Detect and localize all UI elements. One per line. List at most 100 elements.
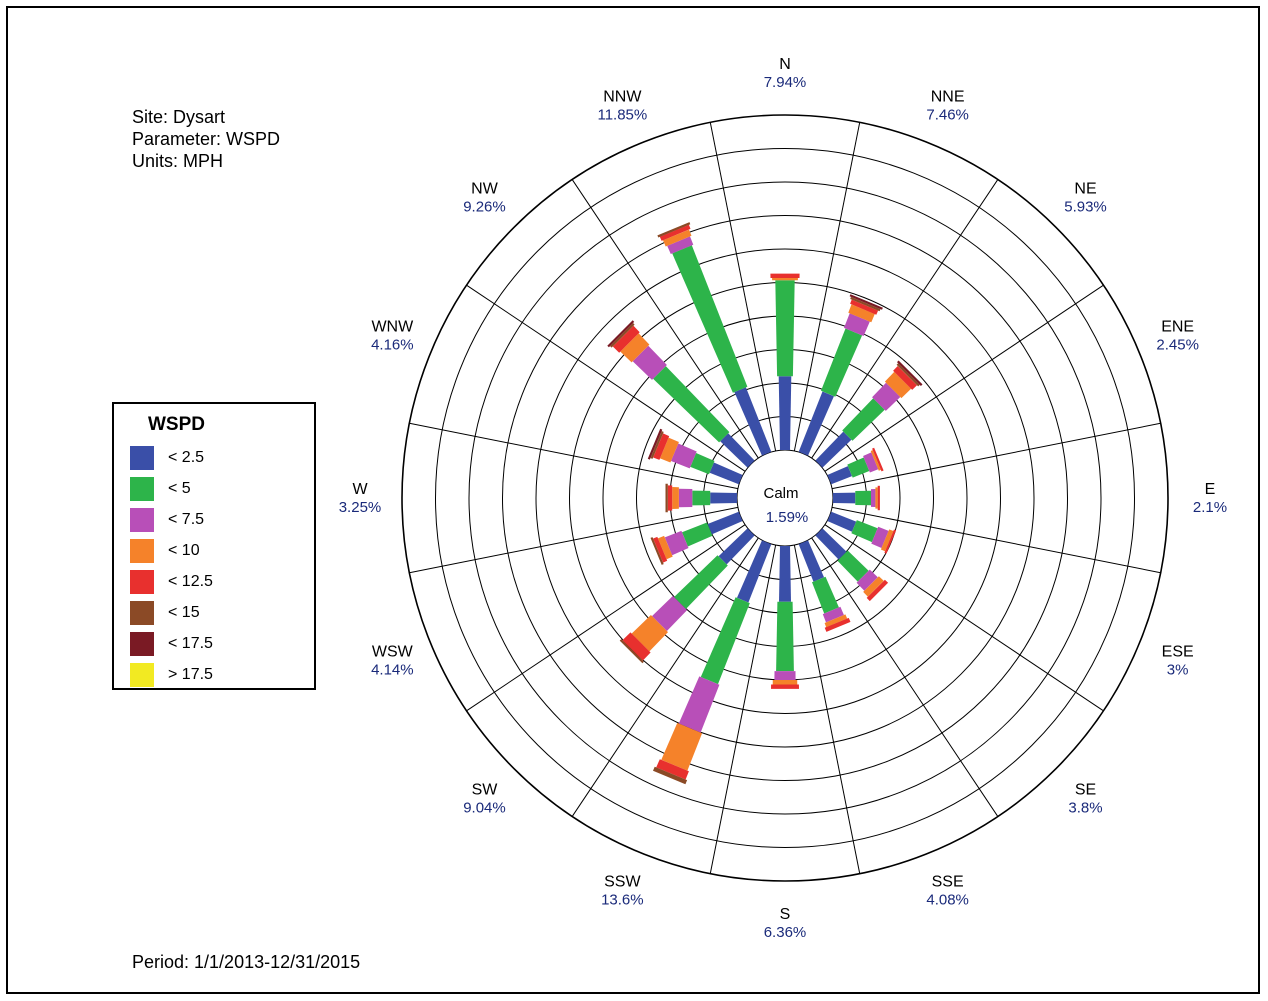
direction-percent-label: 9.04% (463, 800, 506, 817)
direction-percent-label: 5.93% (1064, 198, 1107, 215)
direction-percent-label: 2.1% (1193, 499, 1227, 516)
petal-segment-ne (897, 360, 923, 386)
direction-percent-label: 3.8% (1068, 800, 1102, 817)
direction-label: NNW (603, 88, 642, 105)
petal-segment-ese (827, 511, 857, 532)
direction-label: NNE (931, 88, 965, 105)
petal-segment-se (837, 550, 869, 582)
petal-segment-se (815, 528, 847, 560)
legend-swatch (130, 662, 154, 687)
legend-item: < 17.5 (130, 628, 213, 659)
petal-segment-nw (632, 345, 667, 380)
petal-segment-e (833, 492, 856, 504)
petal-segment-s (772, 680, 798, 685)
chart-info: Site: Dysart Parameter: WSPD Units: MPH (132, 106, 280, 172)
legend-items: < 2.5 < 5 < 7.5 < 10 < 12.5 < 15 < 17.5 … (130, 442, 213, 690)
petal-segment-sse (822, 606, 844, 623)
grid-spoke (709, 544, 777, 874)
direction-percent-label: 4.16% (371, 336, 414, 353)
legend-label: > 17.5 (168, 665, 213, 683)
direction-percent-label: 4.14% (371, 662, 414, 679)
petal-segment-wsw (650, 537, 664, 565)
petal-segment-ene (870, 450, 881, 471)
legend-label: < 17.5 (168, 634, 213, 652)
direction-label: SSE (932, 874, 964, 891)
petal-segment-n (778, 376, 792, 450)
petal-segment-w (692, 490, 711, 506)
grid-spoke (831, 422, 1161, 490)
direction-label: S (780, 906, 791, 923)
petal-segment-sw (619, 639, 644, 664)
direction-label: NW (471, 180, 499, 197)
petal-segment-nne (844, 313, 870, 336)
grid-spoke (811, 537, 999, 817)
petal-segment-ssw (737, 540, 772, 603)
legend-item: < 5 (130, 473, 213, 504)
petal-segment-ese (851, 520, 878, 543)
direction-percent-label: 13.6% (601, 892, 644, 909)
petal-segment-e (855, 490, 871, 506)
petal-segment-se (863, 576, 884, 597)
calm-label: Calm (763, 485, 798, 502)
chart-frame (6, 6, 1260, 994)
direction-percent-label: 2.45% (1156, 336, 1199, 353)
petal-segment-nne (821, 328, 863, 397)
legend-swatch (130, 476, 154, 501)
petal-segment-ene (847, 457, 870, 478)
petal-segment-wsw (653, 536, 668, 563)
petal-segment-wnw (647, 428, 663, 460)
grid-ring (435, 148, 1135, 848)
petal-segment-nne (848, 304, 875, 323)
grid-spoke (793, 122, 861, 452)
legend-item: > 17.5 (130, 659, 213, 690)
legend-item: < 7.5 (130, 504, 213, 535)
petal-segment-nw (612, 325, 640, 353)
petal-segment-sw (622, 632, 651, 661)
legend-label: < 15 (168, 603, 200, 621)
petal-segment-se (856, 569, 878, 591)
grid-spoke (409, 422, 739, 490)
direction-percent-label: 6.36% (764, 924, 807, 941)
direction-label: SW (472, 782, 499, 799)
petal-segment-ese (871, 526, 889, 548)
petal-segment-nne (849, 294, 883, 310)
direction-label: SSW (604, 874, 641, 891)
petal-segment-ssw (700, 597, 750, 685)
petal-segment-sw (674, 555, 728, 609)
petal-segment-sw (652, 595, 688, 631)
legend-swatch (130, 600, 154, 625)
legend-swatch (130, 569, 154, 594)
petal-segment-ese (884, 529, 897, 554)
petal-segment-w (667, 485, 673, 511)
grid-spoke (466, 284, 746, 472)
petal-segment-ne (872, 382, 901, 411)
petal-segment-w (678, 488, 693, 508)
petal-segment-s (771, 684, 799, 689)
grid-ring (468, 181, 1102, 815)
legend-label: < 7.5 (168, 510, 205, 528)
legend-item: < 15 (130, 597, 213, 628)
petal-segment-ese (880, 529, 894, 552)
direction-percent-label: 11.85% (597, 106, 647, 123)
calm-value: 1.59% (766, 509, 809, 526)
parameter-label: Parameter: WSPD (132, 129, 281, 149)
legend-item: < 10 (130, 535, 213, 566)
direction-label: ESE (1162, 644, 1194, 661)
petal-segment-s (776, 601, 794, 672)
direction-percent-label: 7.94% (764, 74, 807, 91)
petal-segment-n (770, 273, 800, 278)
petal-segment-ne (884, 371, 912, 399)
petal-segment-wsw (707, 511, 743, 535)
petal-segment-ssw (678, 676, 720, 733)
petal-segment-w (710, 492, 737, 504)
petal-segment-e (877, 485, 880, 511)
legend: WSPD < 2.5 < 5 < 7.5 < 10 < 12.5 < 15 < … (112, 402, 316, 690)
petal-segment-wsw (657, 535, 673, 560)
legend-swatch (130, 445, 154, 470)
petal-segment-ne (896, 363, 920, 387)
petal-segment-wnw (650, 431, 664, 459)
petal-segment-e (875, 487, 878, 509)
direction-label: NE (1074, 180, 1096, 197)
grid-ring (401, 114, 1169, 882)
